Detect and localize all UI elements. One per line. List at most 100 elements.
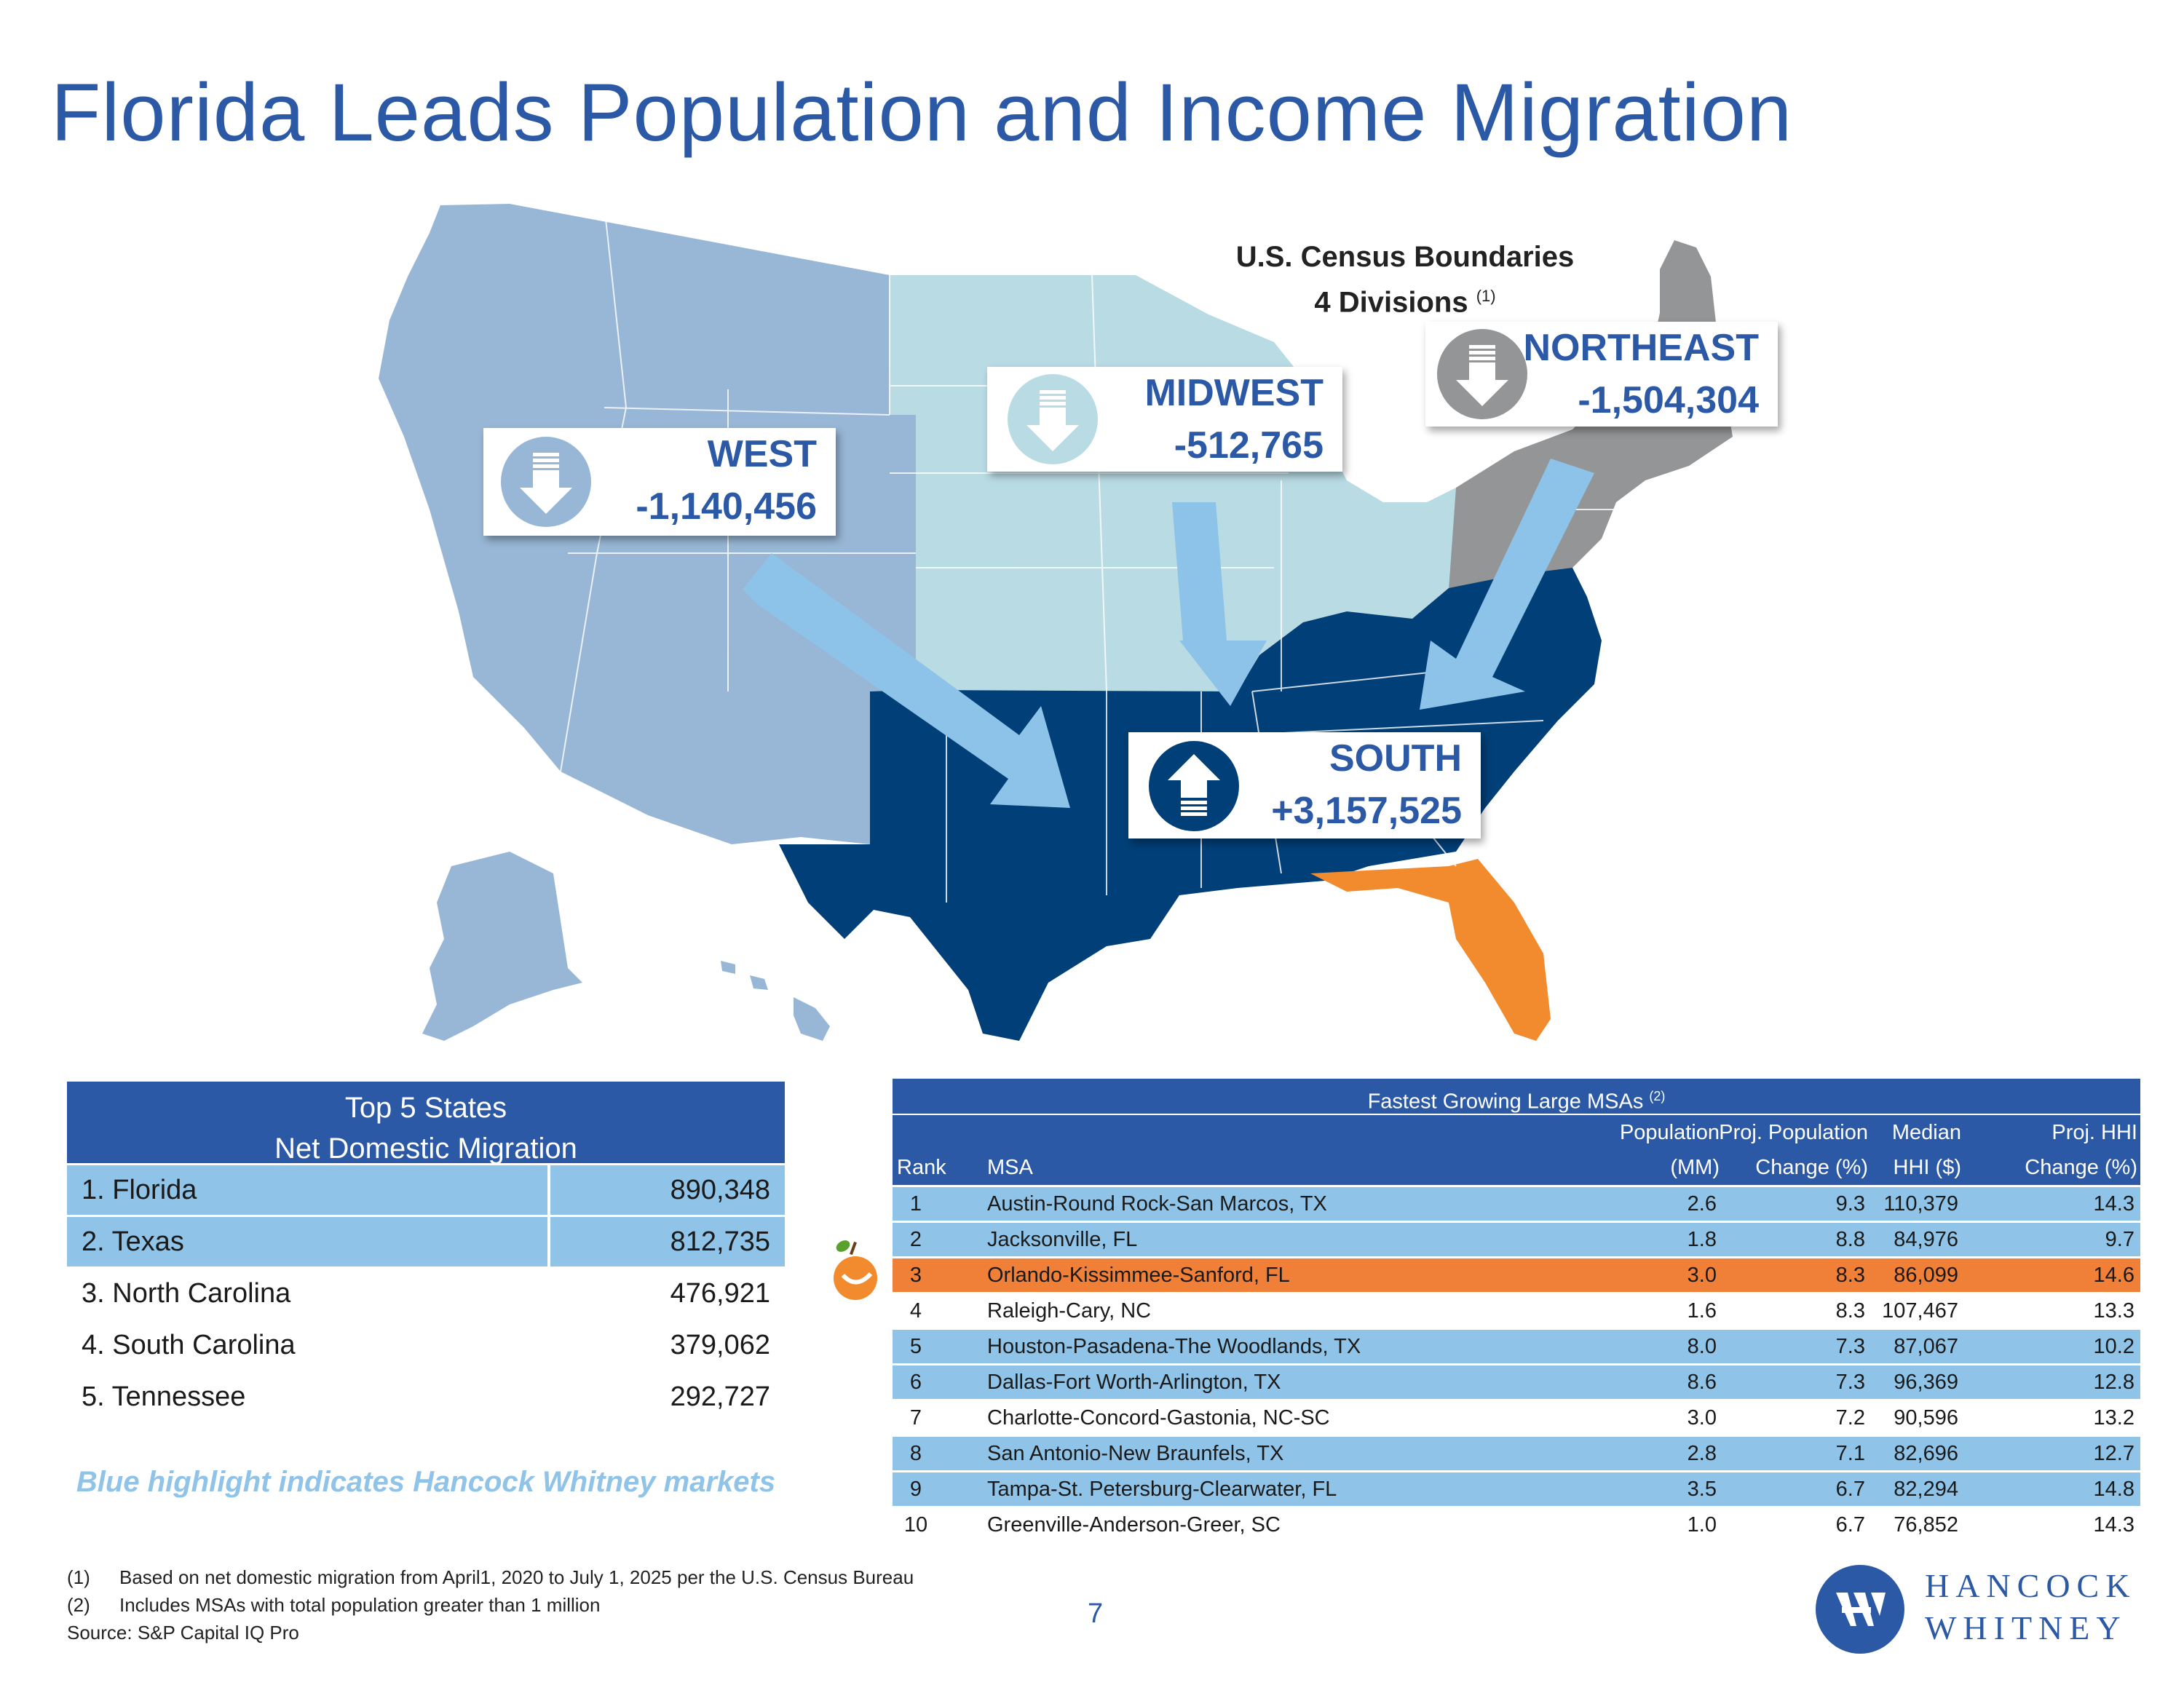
msa-median-hhi: 84,976	[1894, 1228, 1958, 1251]
footnote-2: Includes MSAs with total population grea…	[119, 1594, 601, 1616]
msa-median-hhi: 107,467	[1882, 1299, 1958, 1323]
top5-states-table: Top 5 States Net Domestic Migration 1. F…	[67, 1082, 785, 1422]
top5-value: 292,727	[670, 1381, 770, 1412]
midwest-arrow	[1172, 502, 1267, 706]
us-census-region-map	[379, 204, 1733, 1041]
msa-proj-hhi-change: 14.3	[2093, 1513, 2134, 1537]
msa-median-hhi: 82,696	[1894, 1442, 1958, 1465]
msa-proj-hhi-change: 13.2	[2093, 1406, 2134, 1430]
top5-state: 5. Tennessee	[82, 1381, 246, 1412]
migration-arrows	[743, 459, 1594, 808]
msa-proj-pop-change: 9.3	[1835, 1192, 1865, 1216]
col-hhi-2: HHI ($)	[1893, 1156, 1961, 1179]
msa-row: 5 Houston-Pasadena-The Woodlands, TX 8.0 7.…	[893, 1330, 2140, 1363]
msa-table-title: Fastest Growing Large MSAs (2)	[893, 1079, 2140, 1114]
msa-row: 10 Greenville-Anderson-Greer, SC 1.0 6.7 76,…	[893, 1508, 2140, 1542]
msa-title-footnote-ref: (2)	[1649, 1089, 1666, 1103]
msa-row: 4 Raleigh-Cary, NC 1.6 8.3 107,467 13.3	[893, 1294, 2140, 1328]
census-boundaries-label: U.S. Census Boundaries 4 Divisions (1)	[1194, 237, 1616, 322]
col-hhichg-2: Change (%)	[2025, 1156, 2137, 1179]
down-arrow-icon	[1008, 374, 1098, 464]
msa-row: 6 Dallas-Fort Worth-Arlington, TX 8.6 7.3 96…	[893, 1365, 2140, 1399]
msa-population: 2.6	[1687, 1192, 1717, 1216]
col-hhi-1: Median	[1891, 1121, 1961, 1144]
msa-proj-pop-change: 8.8	[1835, 1228, 1865, 1251]
msa-median-hhi: 86,099	[1894, 1264, 1958, 1287]
alaska	[422, 852, 582, 1041]
top5-row: 5. Tennessee 292,727	[67, 1372, 785, 1422]
top5-state: 4. South Carolina	[82, 1330, 296, 1360]
msa-proj-pop-change: 8.3	[1835, 1299, 1865, 1323]
footnote-1-num: (1)	[67, 1566, 90, 1588]
northeast-arrow	[1420, 459, 1594, 710]
msa-proj-hhi-change: 9.7	[2105, 1228, 2134, 1251]
col-pop-2: (MM)	[1670, 1156, 1720, 1179]
msa-population: 3.5	[1687, 1478, 1717, 1501]
orange-icon	[834, 1240, 877, 1300]
west-callout: WEST -1,140,456	[483, 428, 836, 536]
msa-rank: 6	[909, 1371, 922, 1394]
msa-rank: 9	[909, 1478, 922, 1501]
col-msa: MSA	[987, 1156, 1033, 1179]
msa-proj-hhi-change: 12.8	[2093, 1371, 2134, 1394]
northeast-value: -1,504,304	[1578, 379, 1759, 421]
msa-name: San Antonio-New Braunfels, TX	[987, 1442, 1284, 1465]
footnote-2-num: (2)	[67, 1594, 90, 1616]
south-value: +3,157,525	[1271, 790, 1462, 832]
source-note: Source: S&P Capital IQ Pro	[67, 1622, 299, 1644]
msa-rank: 4	[909, 1299, 922, 1323]
msa-median-hhi: 96,369	[1894, 1371, 1958, 1394]
msa-proj-hhi-change: 12.7	[2093, 1442, 2134, 1465]
col-proj-1: Proj. Population	[1719, 1121, 1868, 1144]
msa-population: 8.6	[1687, 1371, 1717, 1394]
page-number: 7	[1088, 1598, 1104, 1629]
hancock-whitney-logo: HANCOCK WHITNEY	[1816, 1563, 2133, 1657]
page-title: Florida Leads Population and Income Migr…	[51, 67, 1793, 158]
msa-rank: 3	[909, 1264, 922, 1287]
west-value: -1,140,456	[636, 485, 817, 528]
msa-name: Greenville-Anderson-Greer, SC	[987, 1513, 1281, 1537]
footnote-1: Based on net domestic migration from Apr…	[119, 1566, 914, 1588]
midwest-name: MIDWEST	[1144, 372, 1324, 414]
msa-name: Tampa-St. Petersburg-Clearwater, FL	[987, 1478, 1337, 1501]
msa-row: 9 Tampa-St. Petersburg-Clearwater, FL 3.5 6…	[893, 1472, 2140, 1506]
msa-row: 7 Charlotte-Concord-Gastonia, NC-SC 3.0 7.2…	[893, 1401, 2140, 1435]
census-line1: U.S. Census Boundaries	[1235, 241, 1575, 273]
msa-rank: 2	[909, 1228, 922, 1251]
down-arrow-icon	[1437, 329, 1527, 419]
msa-proj-pop-change: 6.7	[1835, 1513, 1865, 1537]
msa-row: 1 Austin-Round Rock-San Marcos, TX 2.6 9.3 1…	[893, 1187, 2140, 1221]
west-name: WEST	[707, 433, 817, 475]
top5-state: 2. Texas	[67, 1217, 547, 1266]
top5-header-line2: Net Domestic Migration	[274, 1133, 577, 1165]
msa-proj-hhi-change: 13.3	[2093, 1299, 2134, 1323]
msa-name: Austin-Round Rock-San Marcos, TX	[987, 1192, 1327, 1216]
south-name: SOUTH	[1329, 737, 1462, 780]
up-arrow-icon	[1149, 741, 1239, 831]
top5-row: 3. North Carolina 476,921	[67, 1269, 785, 1318]
msa-population: 1.6	[1687, 1299, 1717, 1323]
msa-population: 3.0	[1687, 1264, 1717, 1287]
msa-name: Houston-Pasadena-The Woodlands, TX	[987, 1335, 1361, 1358]
msa-population: 2.8	[1687, 1442, 1717, 1465]
florida-state	[1310, 859, 1551, 1041]
logo-line1: HANCOCK	[1925, 1567, 2137, 1604]
msa-proj-pop-change: 6.7	[1835, 1478, 1865, 1501]
top5-row: 1. Florida 890,348	[67, 1165, 785, 1215]
msa-median-hhi: 90,596	[1894, 1406, 1958, 1430]
col-hhichg-1: Proj. HHI	[2052, 1121, 2137, 1144]
msa-row: 8 San Antonio-New Braunfels, TX 2.8 7.1 82,6…	[893, 1437, 2140, 1470]
msa-proj-hhi-change: 14.6	[2093, 1264, 2134, 1287]
msa-rank: 1	[909, 1192, 922, 1216]
census-footnote-ref: (1)	[1476, 287, 1496, 305]
msa-population: 3.0	[1687, 1406, 1717, 1430]
top5-state: 3. North Carolina	[82, 1278, 291, 1309]
msa-median-hhi: 82,294	[1894, 1478, 1958, 1501]
hawaii	[721, 961, 830, 1041]
msa-title-text: Fastest Growing Large MSAs	[1367, 1090, 1644, 1114]
msa-population: 8.0	[1687, 1335, 1717, 1358]
msa-population: 1.0	[1687, 1513, 1717, 1537]
msa-population: 1.8	[1687, 1228, 1717, 1251]
top5-value: 812,735	[550, 1217, 785, 1266]
midwest-value: -512,765	[1174, 424, 1324, 467]
